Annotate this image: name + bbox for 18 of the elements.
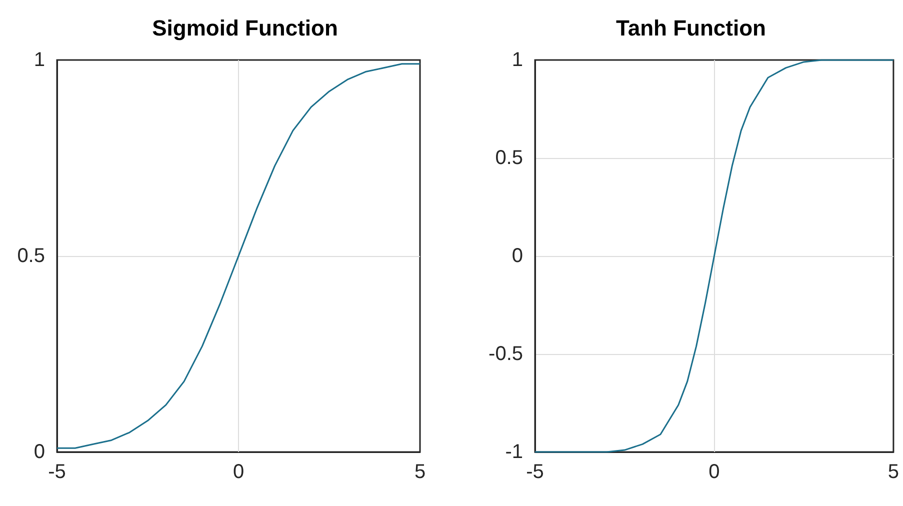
- y-tick-label: 1: [512, 49, 523, 71]
- y-tick-label: 0.5: [17, 245, 45, 267]
- x-tick-label: 5: [414, 461, 426, 483]
- chart-title: Tanh Function: [616, 16, 766, 40]
- y-tick-label: -0.5: [488, 343, 523, 365]
- x-tick-label: -5: [526, 461, 544, 483]
- y-tick-label: 1: [34, 49, 45, 71]
- y-tick-label: 0: [512, 245, 523, 267]
- x-tick-label: 0: [708, 461, 720, 483]
- y-tick-label: 0: [34, 441, 45, 463]
- y-tick-label: -1: [505, 441, 523, 463]
- x-tick-label: -5: [48, 461, 66, 483]
- line-series: [56, 63, 421, 449]
- y-tick-label: 0.5: [495, 147, 523, 169]
- chart-title: Sigmoid Function: [152, 16, 338, 40]
- line-series: [534, 59, 894, 453]
- x-tick-label: 0: [232, 461, 244, 483]
- x-tick-label: 5: [888, 461, 899, 483]
